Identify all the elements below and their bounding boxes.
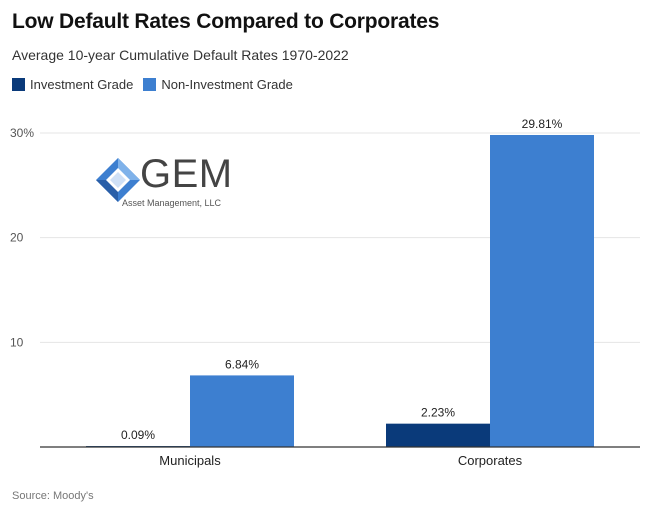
legend-label-investment-grade: Investment Grade — [30, 77, 134, 92]
chart-title: Low Default Rates Compared to Corporates — [12, 10, 440, 33]
x-tick-label: Municipals — [159, 453, 221, 468]
legend-item-investment-grade: Investment Grade — [12, 77, 133, 92]
legend: Investment Grade Non-Investment Grade — [12, 77, 303, 92]
legend-label-non-investment-grade: Non-Investment Grade — [161, 77, 293, 92]
data-label: 2.23% — [421, 406, 455, 420]
legend-swatch-investment-grade — [12, 78, 25, 91]
y-tick-label: 30% — [10, 126, 34, 140]
y-tick-label: 10 — [10, 335, 24, 349]
bar — [386, 423, 490, 447]
gem-diamond-icon — [96, 158, 140, 202]
source-note: Source: Moody's — [12, 490, 94, 502]
y-tick-label: 20 — [10, 231, 24, 245]
legend-swatch-non-investment-grade — [143, 78, 157, 91]
legend-item-non-investment-grade: Non-Investment Grade — [143, 77, 293, 92]
chart-subtitle: Average 10-year Cumulative Default Rates… — [12, 47, 349, 63]
logo-name: GEM — [140, 152, 233, 196]
data-label: 0.09% — [121, 428, 155, 442]
data-label: 29.81% — [522, 117, 563, 131]
x-tick-label: Corporates — [458, 453, 523, 468]
bar — [190, 375, 294, 447]
bar — [490, 134, 594, 448]
data-label: 6.84% — [225, 357, 259, 371]
gem-logo: GEM Asset Management, LLC — [96, 152, 232, 208]
logo-tagline: Asset Management, LLC — [122, 198, 222, 208]
